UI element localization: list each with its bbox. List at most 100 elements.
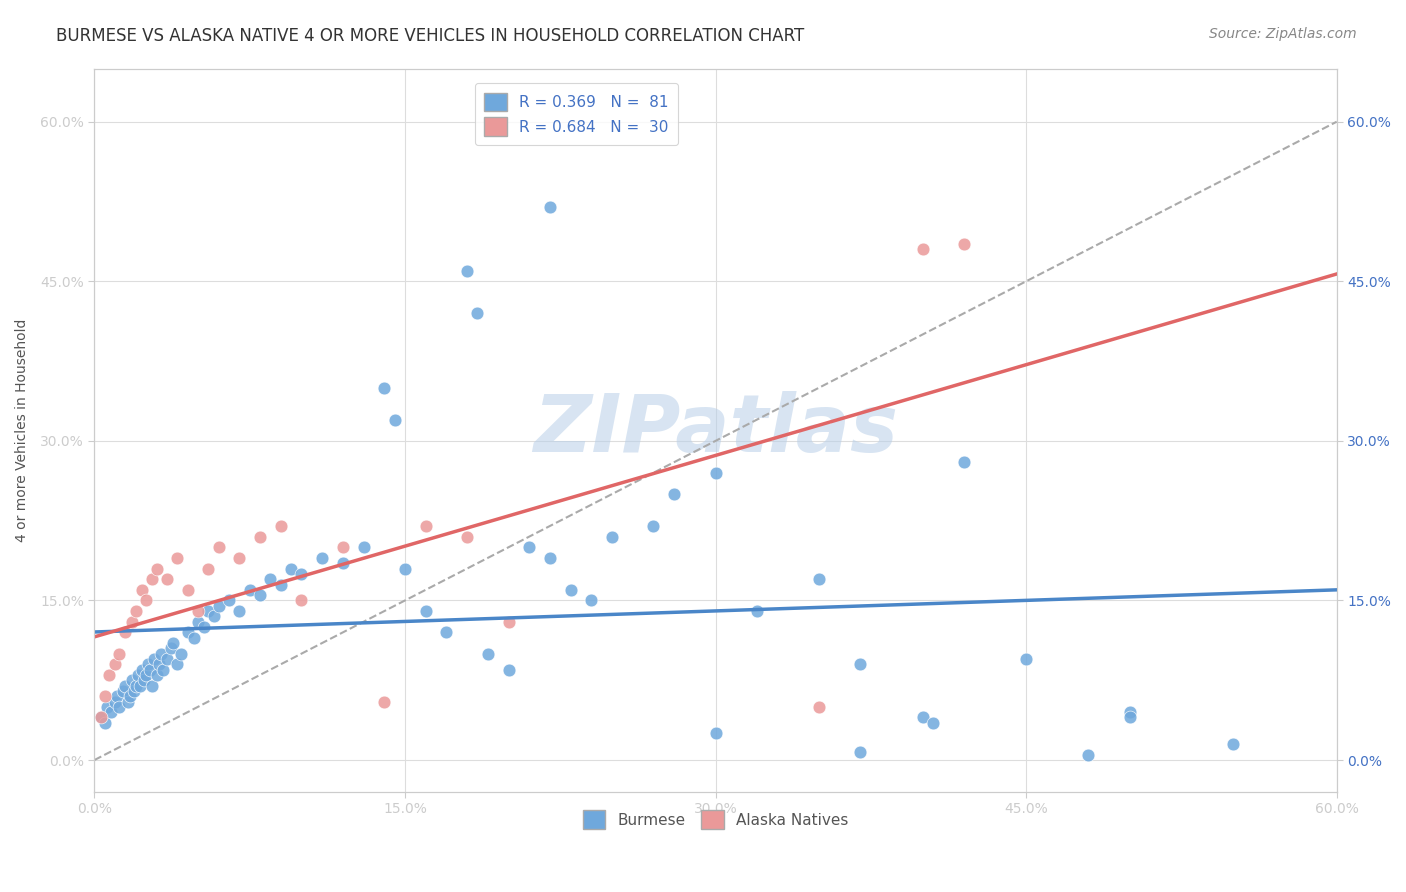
Point (228, 550, 250, 565)
Point (114, 679, 136, 693)
Point (160, 641, 183, 656)
Point (270, 577, 292, 591)
Point (183, 631, 205, 645)
Point (849, 657, 872, 672)
Point (143, 652, 166, 666)
Point (121, 673, 143, 688)
Point (911, 710, 934, 724)
Point (560, 582, 582, 597)
Point (581, 593, 603, 607)
Point (149, 647, 172, 661)
Point (745, 604, 768, 618)
Point (135, 593, 157, 607)
Point (139, 663, 162, 677)
Point (94, 690, 117, 704)
Point (104, 694, 127, 708)
Point (517, 541, 540, 555)
Legend: Burmese, Alaska Natives: Burmese, Alaska Natives (576, 804, 855, 835)
Point (498, 615, 520, 629)
Point (141, 572, 163, 586)
Point (118, 690, 141, 704)
Point (415, 604, 437, 618)
Point (456, 263, 478, 277)
Point (104, 657, 127, 672)
Point (125, 679, 148, 693)
Point (239, 582, 262, 597)
Point (477, 647, 499, 661)
Point (808, 572, 831, 586)
Point (114, 625, 136, 640)
Point (280, 561, 302, 575)
Point (384, 412, 406, 426)
Text: BURMESE VS ALASKA NATIVE 4 OR MORE VEHICLES IN HOUSEHOLD CORRELATION CHART: BURMESE VS ALASKA NATIVE 4 OR MORE VEHIC… (56, 27, 804, 45)
Point (108, 647, 131, 661)
Point (208, 599, 231, 613)
Point (373, 381, 395, 395)
Point (162, 636, 184, 650)
Point (156, 652, 179, 666)
Point (218, 593, 240, 607)
Point (166, 657, 188, 672)
Point (249, 588, 271, 602)
Point (456, 530, 478, 544)
Point (193, 620, 215, 634)
Point (953, 237, 976, 252)
Point (290, 566, 312, 581)
Point (922, 715, 945, 730)
Y-axis label: 4 or more Vehicles in Household: 4 or more Vehicles in Household (15, 318, 30, 542)
Point (129, 679, 152, 693)
Point (208, 541, 231, 555)
Point (228, 604, 250, 618)
Point (156, 572, 179, 586)
Point (270, 519, 292, 533)
Point (953, 455, 976, 469)
Point (1118, 705, 1140, 719)
Point (332, 556, 354, 570)
Point (498, 663, 520, 677)
Point (97, 668, 120, 682)
Point (1015, 652, 1038, 666)
Point (643, 519, 665, 533)
Point (145, 668, 167, 682)
Point (290, 593, 312, 607)
Point (1118, 710, 1140, 724)
Point (117, 694, 139, 708)
Point (112, 684, 135, 698)
Point (373, 694, 395, 708)
Point (204, 609, 226, 624)
Point (132, 673, 155, 688)
Point (394, 561, 416, 575)
Point (145, 561, 167, 575)
Point (148, 657, 170, 672)
Point (415, 519, 437, 533)
Point (467, 306, 489, 320)
Point (704, 726, 727, 740)
Point (434, 625, 457, 640)
Point (538, 550, 561, 565)
Point (1077, 747, 1099, 762)
Point (100, 705, 122, 719)
Point (808, 699, 831, 714)
Point (704, 466, 727, 480)
Point (152, 663, 174, 677)
Point (176, 625, 198, 640)
Point (135, 668, 157, 682)
Point (311, 550, 333, 565)
Point (332, 541, 354, 555)
Point (176, 582, 198, 597)
Point (600, 530, 623, 544)
Point (259, 572, 281, 586)
Point (141, 679, 163, 693)
Point (197, 561, 219, 575)
Point (249, 530, 271, 544)
Point (131, 582, 153, 597)
Point (353, 541, 375, 555)
Point (849, 745, 872, 759)
Point (136, 657, 159, 672)
Point (187, 615, 209, 629)
Text: ZIPatlas: ZIPatlas (533, 392, 898, 469)
Point (131, 663, 153, 677)
Point (187, 604, 209, 618)
Point (94, 715, 117, 730)
Point (90, 710, 112, 724)
